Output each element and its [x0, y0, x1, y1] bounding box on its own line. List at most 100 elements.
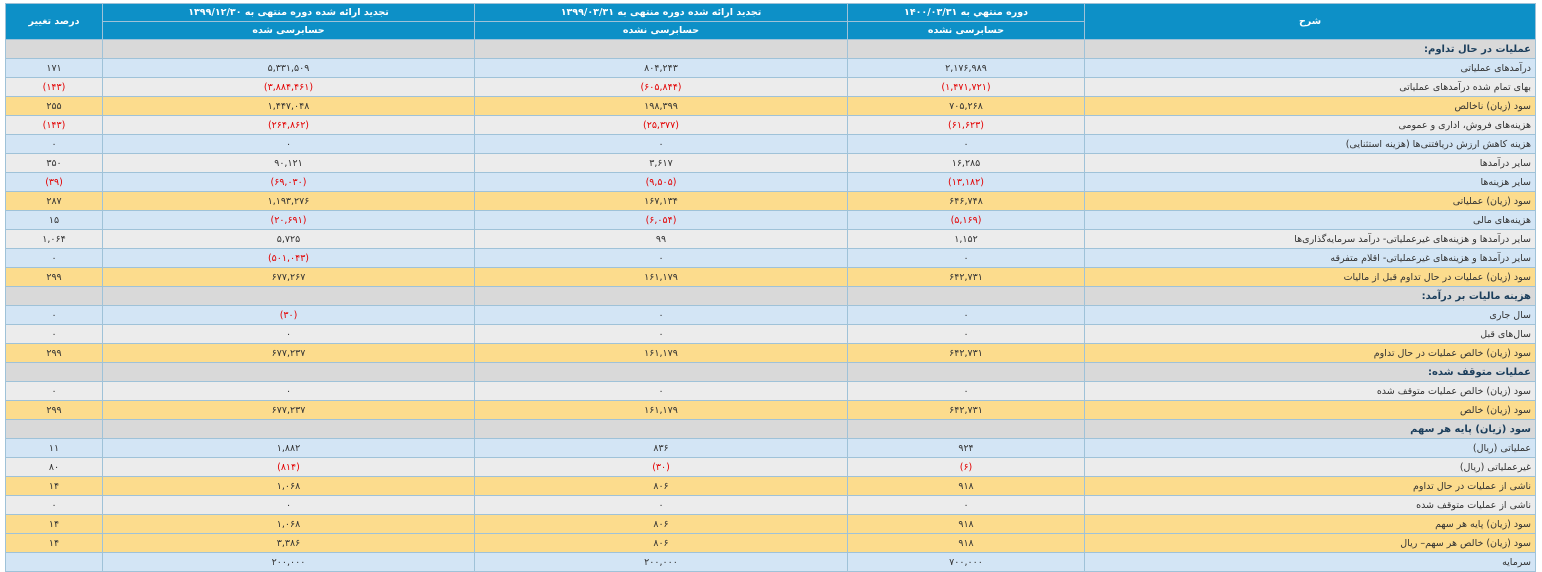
value-period-2: ۲۰۰,۰۰۰: [474, 552, 848, 572]
value-change-percent: ۲۹۹: [5, 267, 103, 287]
table-row: هزینه کاهش ارزش دریافتنی‌ها (هزینه استثن…: [5, 134, 1536, 154]
value-period-2: ۱۶۱,۱۷۹: [474, 267, 848, 287]
value-period-2: (۲۵,۳۷۷): [474, 115, 848, 135]
value-change-percent: (۱۴۳): [5, 115, 103, 135]
value-period-3: ۱,۰۶۸: [102, 476, 475, 496]
value-period-3: (۳,۸۸۴,۴۶۱): [102, 77, 475, 97]
value-period-1: ۹۲۴: [847, 438, 1085, 458]
value-change-percent: ۲۹۹: [5, 400, 103, 420]
value-period-3: ۶۷۷,۲۳۷: [102, 343, 475, 363]
value-period-2: ۸۰۴,۲۴۳: [474, 58, 848, 78]
table-row: سال‌های قبل ۰ ۰ ۰ ۰: [5, 324, 1536, 344]
section-empty-cell: [847, 362, 1085, 382]
value-change-percent: ۱,۰۶۴: [5, 229, 103, 249]
value-change-percent: ۱۴: [5, 514, 103, 534]
value-period-2: ۸۳۶: [474, 438, 848, 458]
value-change-percent: ۱۴: [5, 533, 103, 553]
table-row: سایر درآمدها و هزینه‌های غیرعملیاتی- اقل…: [5, 248, 1536, 268]
value-period-3: ۶۷۷,۲۳۷: [102, 400, 475, 420]
value-period-2: ۸۰۶: [474, 476, 848, 496]
value-period-2: (۹,۵۰۵): [474, 172, 848, 192]
value-period-1: (۱۳,۱۸۲): [847, 172, 1085, 192]
value-period-1: ۰: [847, 134, 1085, 154]
value-period-3: (۵۰۱,۰۴۳): [102, 248, 475, 268]
table-row: غیرعملیاتی (ریال) (۶) (۳۰) (۸۱۴) ۸۰: [5, 457, 1536, 477]
row-label: سود (زیان) ناخالص: [1084, 96, 1536, 116]
value-period-1: ۹۱۸: [847, 476, 1085, 496]
value-period-3: ۵,۷۲۵: [102, 229, 475, 249]
income-statement-table: شرح دوره منتهي به ۱۴۰۰/۰۳/۳۱ تجدید ارائه…: [5, 3, 1536, 572]
value-period-2: (۳۰): [474, 457, 848, 477]
value-period-2: ۰: [474, 381, 848, 401]
audit-status-period-2: حسابرسی نشده: [474, 21, 848, 40]
value-period-1: ۶۴۲,۷۳۱: [847, 267, 1085, 287]
value-period-1: ۶۴۲,۷۳۱: [847, 343, 1085, 363]
table-row: سود (زیان) عملیات در حال تداوم قبل از ما…: [5, 267, 1536, 287]
table-row: بهای تمام شده درآمدهای عملیاتی (۱,۴۷۱,۷۲۱…: [5, 77, 1536, 97]
value-period-1: ۰: [847, 248, 1085, 268]
section-header-row: سود (زیان) پایه هر سهم: [5, 419, 1536, 439]
table-row: ناشی از عملیات در حال تداوم ۹۱۸ ۸۰۶ ۱,۰۶۸ ۱۴: [5, 476, 1536, 496]
header-row: شرح دوره منتهي به ۱۴۰۰/۰۳/۳۱ تجدید ارائه…: [5, 3, 1536, 40]
section-header-row: عملیات در حال تداوم:: [5, 39, 1536, 59]
row-label: سایر درآمدها و هزینه‌های غیرعملیاتی- درآ…: [1084, 229, 1536, 249]
table-body: عملیات در حال تداوم: درآمدهای عملیاتی ۲,۱۷…: [5, 39, 1536, 572]
row-label: سایر درآمدها: [1084, 153, 1536, 173]
table-row: سایر هزینه‌ها (۱۳,۱۸۲) (۹,۵۰۵) (۶۹,۰۳۰) (۳۹): [5, 172, 1536, 192]
value-period-3: ۱,۱۹۳,۲۷۶: [102, 191, 475, 211]
audit-status-period-1: حسابرسی نشده: [847, 21, 1085, 40]
value-change-percent: ۲۵۵: [5, 96, 103, 116]
value-period-1: ۷۰۵,۲۶۸: [847, 96, 1085, 116]
value-period-1: (۶۱,۶۲۳): [847, 115, 1085, 135]
value-period-2: ۰: [474, 324, 848, 344]
value-change-percent: ۱۵: [5, 210, 103, 230]
value-change-percent: (۳۹): [5, 172, 103, 192]
value-period-3: (۳۰): [102, 305, 475, 325]
section-header-row: هزینه مالیات بر درآمد:: [5, 286, 1536, 306]
table-row: عملیاتی (ریال) ۹۲۴ ۸۳۶ ۱,۸۸۲ ۱۱: [5, 438, 1536, 458]
section-header-row: عملیات متوقف شده:: [5, 362, 1536, 382]
table-row: سایر درآمدها ۱۶,۲۸۵ ۳,۶۱۷ ۹۰,۱۲۱ ۳۵۰: [5, 153, 1536, 173]
table-row: سود (زیان) ناخالص ۷۰۵,۲۶۸ ۱۹۸,۳۹۹ ۱,۴۴۷,۰۴۸…: [5, 96, 1536, 116]
value-period-3: (۶۹,۰۳۰): [102, 172, 475, 192]
table-row: درآمدهای عملیاتی ۲,۱۷۶,۹۸۹ ۸۰۴,۲۴۳ ۵,۳۳۱,۵۰…: [5, 58, 1536, 78]
value-period-1: ۰: [847, 305, 1085, 325]
value-period-2: ۸۰۶: [474, 514, 848, 534]
row-label: بهای تمام شده درآمدهای عملیاتی: [1084, 77, 1536, 97]
value-change-percent: ۲۹۹: [5, 343, 103, 363]
value-change-percent: ۰: [5, 381, 103, 401]
value-period-3: ۶۷۷,۲۶۷: [102, 267, 475, 287]
row-label: سایر هزینه‌ها: [1084, 172, 1536, 192]
value-period-1: ۰: [847, 495, 1085, 515]
row-label: سایر درآمدها و هزینه‌های غیرعملیاتی- اقل…: [1084, 248, 1536, 268]
value-period-2: ۰: [474, 495, 848, 515]
row-label: سود (زیان) خالص هر سهم– ریال: [1084, 533, 1536, 553]
value-period-3: ۱,۰۶۸: [102, 514, 475, 534]
value-period-3: ۹۰,۱۲۱: [102, 153, 475, 173]
section-empty-cell: [847, 419, 1085, 439]
value-period-3: ۵,۳۳۱,۵۰۹: [102, 58, 475, 78]
value-period-1: (۱,۴۷۱,۷۲۱): [847, 77, 1085, 97]
row-label: سال‌های قبل: [1084, 324, 1536, 344]
section-empty-cell: [474, 419, 848, 439]
value-period-3: (۸۱۴): [102, 457, 475, 477]
row-label: سود (زیان) عملیات در حال تداوم قبل از ما…: [1084, 267, 1536, 287]
table-row: هزینه‌های مالی (۵,۱۶۹) (۶,۰۵۴) (۲۰,۶۹۱) ۱۵: [5, 210, 1536, 230]
header-description: شرح: [1084, 3, 1536, 40]
row-label: سود (زیان) خالص عملیات متوقف شده: [1084, 381, 1536, 401]
value-period-2: ۳,۶۱۷: [474, 153, 848, 173]
value-change-percent: ۱۱: [5, 438, 103, 458]
value-period-1: ۰: [847, 324, 1085, 344]
section-empty-cell: [474, 39, 848, 59]
row-label: سال جاری: [1084, 305, 1536, 325]
table-row: سود (زیان) پایه هر سهم ۹۱۸ ۸۰۶ ۱,۰۶۸ ۱۴: [5, 514, 1536, 534]
table-row: سایر درآمدها و هزینه‌های غیرعملیاتی- درآ…: [5, 229, 1536, 249]
row-label: درآمدهای عملیاتی: [1084, 58, 1536, 78]
value-period-3: ۲۰۰,۰۰۰: [102, 552, 475, 572]
row-label: سود (زیان) پایه هر سهم: [1084, 514, 1536, 534]
section-title: عملیات در حال تداوم:: [1084, 39, 1536, 59]
value-period-2: (۶,۰۵۴): [474, 210, 848, 230]
value-period-3: ۰: [102, 381, 475, 401]
value-change-percent: (۱۴۳): [5, 77, 103, 97]
section-empty-cell: [5, 362, 103, 382]
